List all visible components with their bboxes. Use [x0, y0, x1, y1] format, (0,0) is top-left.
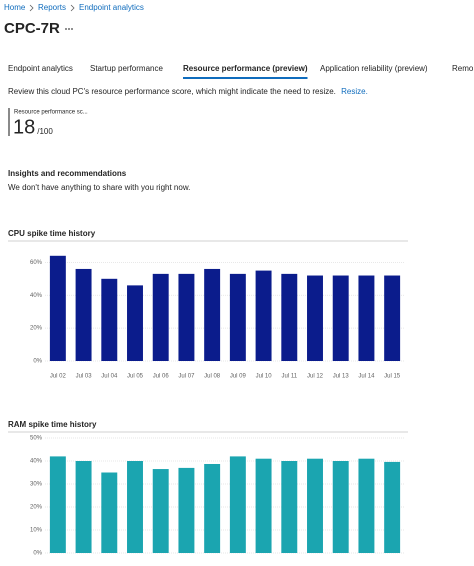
x-tick-label: Jul 08 [204, 374, 221, 380]
x-tick-label: Jul 13 [333, 374, 350, 380]
description-text: Review this cloud PC's resource performa… [8, 87, 336, 96]
chevron [29, 4, 34, 12]
x-tick-label: Jul 10 [256, 374, 273, 380]
resize-link[interactable]: Resize. [341, 87, 368, 96]
bar [101, 472, 118, 553]
insights-title: Insights and recommendations [8, 169, 127, 178]
y-tick-label: 0% [33, 551, 42, 557]
chevron [70, 4, 75, 12]
bar [358, 458, 375, 553]
bar [178, 467, 195, 553]
x-tick-label: Jul 05 [127, 374, 144, 380]
score-label: Resource performance sc... [14, 110, 88, 116]
bar [307, 458, 323, 553]
bar [178, 273, 195, 361]
bar [384, 461, 401, 553]
bar [127, 285, 143, 361]
chart-title: RAM spike time history [8, 420, 97, 429]
x-tick-label: Jul 02 [50, 374, 67, 380]
insights-text: We don't have anything to share with you… [8, 183, 190, 192]
description: Review this cloud PC's resource performa… [8, 87, 368, 96]
score-value: 18 [13, 116, 35, 138]
bar [204, 268, 221, 361]
chart-title: CPU spike time history [8, 229, 96, 238]
page-title: CPC-7R [4, 20, 60, 37]
x-tick-label: Jul 07 [178, 374, 195, 380]
bar [127, 461, 143, 553]
bar [255, 458, 272, 553]
bar [255, 270, 272, 361]
y-tick-label: 40% [30, 459, 43, 465]
bar [281, 273, 298, 361]
y-tick-label: 60% [30, 260, 43, 266]
y-tick-label: 10% [30, 528, 43, 534]
breadcrumb-link[interactable]: Reports [38, 3, 66, 12]
bar [204, 463, 221, 553]
x-tick-label: Jul 03 [76, 374, 93, 380]
bar [75, 461, 92, 553]
tab-bar: Endpoint analytics Startup performance Res… [8, 64, 474, 79]
tab[interactable]: Startup performance [90, 64, 163, 73]
x-tick-label: Jul 14 [358, 374, 375, 380]
y-tick-label: 20% [30, 505, 43, 511]
bar [229, 273, 246, 361]
x-tick-label: Jul 12 [307, 374, 324, 380]
bar [384, 275, 401, 361]
bar [49, 255, 66, 361]
bar [229, 456, 246, 553]
x-tick-label: Jul 04 [101, 374, 118, 380]
bar [152, 469, 169, 553]
bar [332, 275, 349, 361]
tab[interactable]: Resource performance (preview) [183, 64, 308, 73]
score-accent [8, 108, 10, 136]
tab-indicator [183, 77, 308, 79]
tab[interactable]: Endpoint analytics [8, 64, 73, 73]
breadcrumb-link[interactable]: Home [4, 3, 26, 12]
score-max: /100 [37, 127, 53, 136]
bar [307, 275, 323, 361]
bar [358, 275, 375, 361]
bar [75, 268, 92, 361]
bar [332, 461, 349, 553]
x-tick-label: Jul 06 [153, 374, 170, 380]
x-tick-label: Jul 11 [281, 374, 297, 380]
y-tick-label: 50% [30, 436, 43, 442]
tab[interactable]: Remo [452, 64, 474, 73]
y-tick-label: 40% [30, 293, 43, 299]
tab[interactable]: Application reliability (preview) [320, 64, 428, 73]
breadcrumb-link[interactable]: Endpoint analytics [79, 3, 144, 12]
bar [101, 278, 118, 361]
x-tick-label: Jul 15 [384, 374, 401, 380]
x-tick-label: Jul 09 [230, 374, 247, 380]
bar [49, 456, 66, 553]
y-tick-label: 30% [30, 482, 43, 488]
y-tick-label: 20% [30, 326, 43, 332]
y-tick-label: 0% [33, 359, 42, 365]
bar [281, 461, 298, 553]
bar [152, 273, 169, 361]
more-button[interactable] [65, 28, 73, 30]
